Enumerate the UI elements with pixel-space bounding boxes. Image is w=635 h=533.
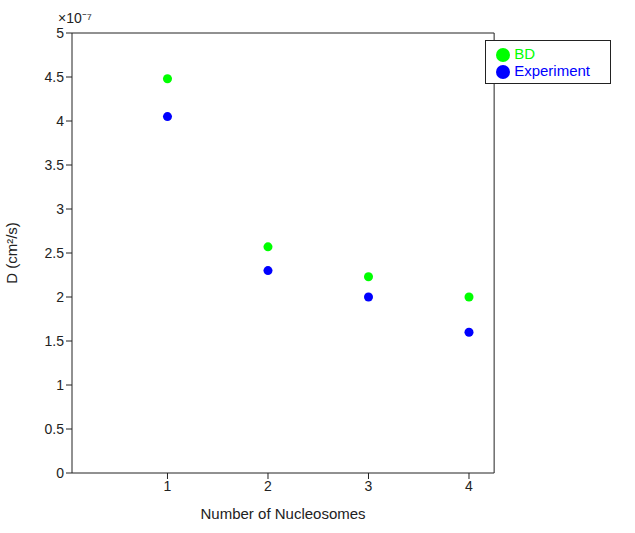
svg-text:2.5: 2.5 bbox=[45, 245, 65, 261]
svg-text:0.5: 0.5 bbox=[45, 421, 65, 437]
svg-text:3: 3 bbox=[365, 478, 373, 494]
svg-text:2: 2 bbox=[264, 478, 272, 494]
svg-text:4: 4 bbox=[56, 113, 64, 129]
svg-text:Number of Nucleosomes: Number of Nucleosomes bbox=[201, 505, 366, 522]
html-text:Experiment: Experiment bbox=[514, 62, 590, 79]
svg-text:4: 4 bbox=[465, 478, 473, 494]
svg-text:3.5: 3.5 bbox=[45, 157, 65, 173]
svg-text:3: 3 bbox=[56, 201, 64, 217]
svg-text:1: 1 bbox=[164, 478, 172, 494]
svg-text:4.5: 4.5 bbox=[45, 69, 65, 85]
html-text:×10⁻⁷: ×10⁻⁷ bbox=[58, 10, 92, 26]
svg-text:2: 2 bbox=[56, 289, 64, 305]
html-text:BD: BD bbox=[514, 45, 535, 62]
svg-text:1.5: 1.5 bbox=[45, 333, 65, 349]
svg-text:0: 0 bbox=[56, 465, 64, 481]
svg-text:D (cm²/s): D (cm²/s) bbox=[3, 222, 20, 284]
svg-text:5: 5 bbox=[56, 25, 64, 41]
svg-text:1: 1 bbox=[56, 377, 64, 393]
